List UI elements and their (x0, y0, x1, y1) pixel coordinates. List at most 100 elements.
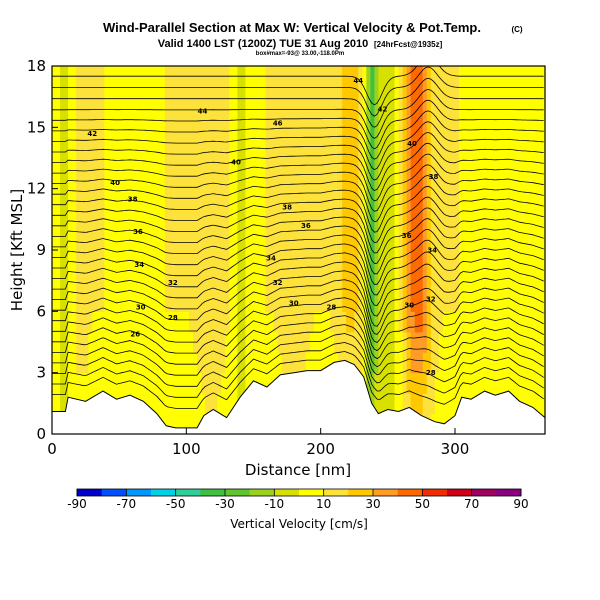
velocity-cell (136, 311, 142, 333)
velocity-cell (80, 168, 85, 190)
velocity-cell (136, 270, 142, 292)
velocity-cell (96, 106, 101, 128)
velocity-cell (92, 290, 97, 312)
velocity-cell (221, 106, 226, 128)
velocity-cell (531, 270, 537, 292)
velocity-cell (80, 331, 85, 353)
velocity-cell (503, 86, 508, 108)
velocity-cell (499, 372, 504, 394)
velocity-cell (410, 352, 416, 374)
velocity-cell (322, 290, 327, 312)
velocity-cell (527, 331, 533, 353)
velocity-cell (523, 168, 529, 190)
velocity-cell (350, 106, 355, 128)
velocity-cell (180, 147, 186, 169)
velocity-cell (362, 250, 367, 272)
velocity-cell (128, 127, 134, 149)
velocity-cell (313, 168, 319, 190)
velocity-cell (358, 270, 363, 292)
velocity-cell (213, 250, 218, 272)
velocity-cell (330, 86, 335, 108)
velocity-cell (305, 290, 311, 312)
velocity-cell (116, 147, 122, 169)
velocity-cell (342, 168, 347, 190)
velocity-cell (80, 147, 85, 169)
isentrope-line (52, 315, 544, 368)
velocity-cell (172, 229, 178, 251)
velocity-cell (205, 209, 210, 231)
velocity-cell (366, 209, 371, 231)
velocity-cell (289, 147, 295, 169)
velocity-cell (100, 229, 105, 251)
velocity-cell (297, 311, 303, 333)
velocity-cell (503, 352, 508, 374)
velocity-cell (269, 106, 275, 128)
velocity-cell (80, 106, 85, 128)
isentrope-line (52, 66, 544, 106)
velocity-cell (76, 209, 81, 231)
velocity-cell (354, 127, 359, 149)
velocity-cell (382, 127, 388, 149)
velocity-cell (317, 250, 323, 272)
velocity-cell (56, 106, 61, 128)
colorbar-tick-label: -50 (166, 497, 186, 511)
velocity-cell (273, 106, 279, 128)
velocity-cell (539, 393, 545, 415)
velocity-cell (338, 147, 343, 169)
velocity-cell (313, 290, 319, 312)
velocity-cell (60, 209, 65, 231)
velocity-cell (378, 229, 384, 251)
velocity-cell (410, 250, 416, 272)
velocity-cell (386, 331, 392, 353)
velocity-cell (193, 106, 198, 128)
velocity-cell (245, 270, 251, 292)
velocity-cell (370, 250, 375, 272)
velocity-cell (305, 127, 311, 149)
velocity-cell (354, 270, 359, 292)
velocity-cell (128, 86, 134, 108)
velocity-cell (108, 168, 114, 190)
velocity-cell (176, 393, 182, 415)
velocity-cell (507, 352, 513, 374)
velocity-cell (346, 86, 351, 108)
velocity-cell (450, 393, 456, 415)
velocity-cell (52, 188, 57, 210)
velocity-cell (438, 372, 444, 394)
subtitle-line: box#max=-93@ 33.00,-118.0Pm (256, 51, 344, 57)
velocity-cell (148, 147, 154, 169)
velocity-cell (293, 331, 299, 353)
velocity-cell (201, 352, 206, 374)
velocity-cell (253, 127, 259, 149)
velocity-cell (293, 290, 299, 312)
velocity-cell (104, 290, 110, 312)
velocity-cell (317, 188, 323, 210)
velocity-cell (305, 209, 311, 231)
velocity-cell (265, 270, 271, 292)
velocity-cell (362, 270, 367, 292)
velocity-cell (483, 270, 488, 292)
velocity-cell (120, 250, 126, 272)
velocity-cell (172, 188, 178, 210)
velocity-cell (88, 106, 93, 128)
velocity-cell (382, 290, 388, 312)
velocity-cell (100, 311, 105, 333)
velocity-cell (245, 168, 251, 190)
velocity-cell (241, 229, 247, 251)
velocity-cell (394, 229, 400, 251)
x-tick-label: 300 (441, 440, 470, 458)
velocity-cell (350, 168, 355, 190)
velocity-cell (209, 250, 214, 272)
velocity-cell (455, 209, 460, 231)
velocity-cell (168, 393, 174, 415)
velocity-cell (68, 188, 73, 210)
velocity-cell (197, 127, 202, 149)
velocity-cell (112, 168, 118, 190)
velocity-cell (60, 86, 65, 108)
velocity-cell (434, 352, 440, 374)
velocity-cell (309, 188, 315, 210)
velocity-cell (491, 290, 496, 312)
velocity-cell (495, 106, 500, 128)
colorbar-tick-label: 30 (365, 497, 380, 511)
velocity-cell (422, 66, 428, 88)
velocity-cell (269, 168, 275, 190)
